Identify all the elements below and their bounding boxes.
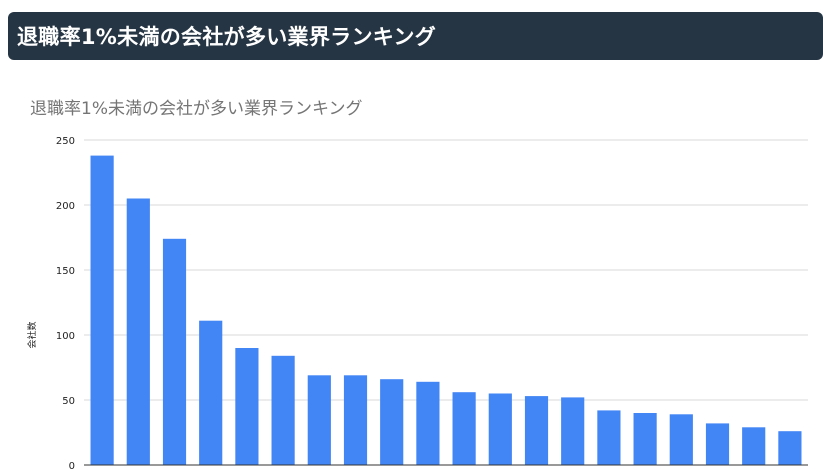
y-tick-label: 0	[69, 461, 75, 470]
header-bar: 退職率1%未満の会社が多い業界ランキング	[8, 12, 823, 60]
y-tick-label: 200	[56, 201, 75, 212]
bar	[380, 379, 404, 465]
y-tick-label: 250	[56, 136, 75, 147]
bar	[742, 427, 766, 465]
y-tick-labels: 0 50 100 150 200 250	[56, 136, 75, 470]
chart-title: 退職率1%未満の会社が多い業界ランキング	[30, 99, 363, 119]
bar	[162, 238, 187, 465]
bar	[126, 198, 150, 465]
page-title: 退職率1%未満の会社が多い業界ランキング	[17, 25, 437, 49]
grid-lines	[84, 139, 808, 401]
bar	[271, 355, 295, 465]
y-tick-label: 100	[56, 331, 75, 342]
bar	[633, 413, 657, 465]
y-tick-label: 50	[62, 396, 75, 407]
bar	[488, 393, 512, 465]
bar	[343, 375, 368, 465]
bar	[90, 155, 114, 465]
bar	[416, 381, 440, 465]
bar	[235, 348, 259, 465]
bar	[669, 414, 693, 465]
y-axis-title: 会社数	[26, 321, 38, 348]
bar	[597, 410, 621, 465]
bar	[199, 320, 223, 465]
bar	[778, 431, 802, 465]
bar	[705, 423, 730, 465]
bar	[561, 397, 585, 465]
bar	[452, 392, 476, 465]
y-tick-label: 150	[56, 266, 75, 277]
bar	[524, 396, 549, 465]
bar	[307, 375, 331, 465]
bars	[90, 155, 802, 465]
